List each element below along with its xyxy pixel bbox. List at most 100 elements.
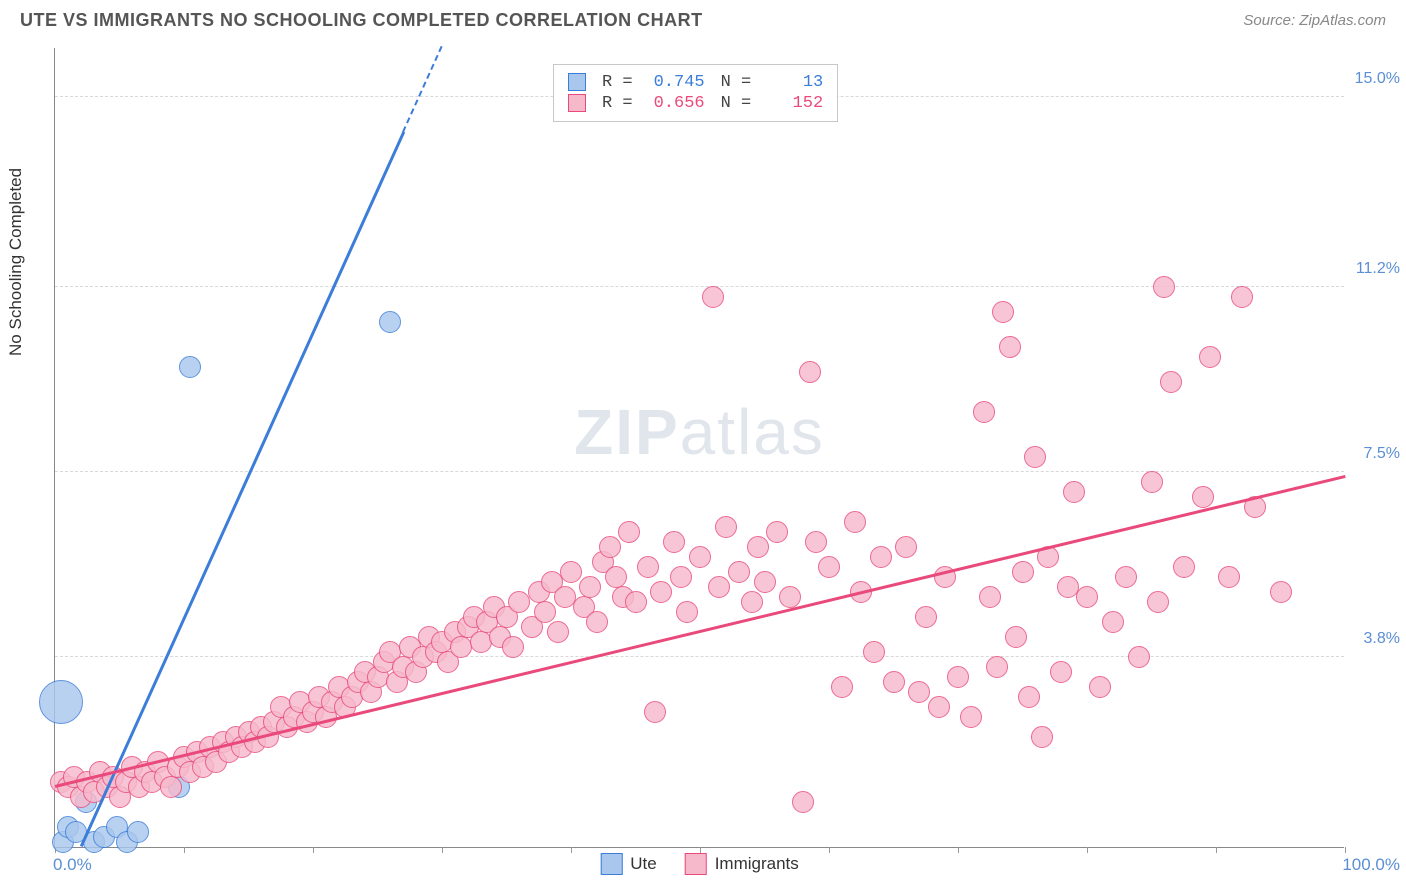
x-tick xyxy=(184,847,185,853)
data-point-immigrants xyxy=(1199,346,1221,368)
chart-title: UTE VS IMMIGRANTS NO SCHOOLING COMPLETED… xyxy=(20,10,703,31)
stat-r-value: 0.656 xyxy=(649,94,705,113)
x-tick xyxy=(313,847,314,853)
data-point-immigrants xyxy=(586,611,608,633)
data-point-immigrants xyxy=(637,556,659,578)
data-point-immigrants xyxy=(160,776,182,798)
data-point-immigrants xyxy=(625,591,647,613)
data-point-immigrants xyxy=(560,561,582,583)
data-point-immigrants xyxy=(663,531,685,553)
data-point-immigrants xyxy=(670,566,692,588)
trendline-immigrants xyxy=(55,475,1346,787)
data-point-immigrants xyxy=(741,591,763,613)
y-tick-label: 7.5% xyxy=(1364,445,1400,463)
data-point-immigrants xyxy=(1270,581,1292,603)
data-point-ute xyxy=(39,680,83,724)
data-point-ute xyxy=(127,821,149,843)
x-max-label: 100.0% xyxy=(1342,855,1400,875)
stat-n-label: N = xyxy=(721,73,752,92)
data-point-immigrants xyxy=(1089,676,1111,698)
stat-n-value: 13 xyxy=(767,73,823,92)
data-point-immigrants xyxy=(870,546,892,568)
data-point-immigrants xyxy=(1031,726,1053,748)
data-point-immigrants xyxy=(1076,586,1098,608)
x-tick xyxy=(442,847,443,853)
stat-row-ute: R = 0.745 N = 13 xyxy=(568,73,823,92)
x-tick xyxy=(1087,847,1088,853)
data-point-immigrants xyxy=(689,546,711,568)
stat-r-label: R = xyxy=(602,73,633,92)
data-point-immigrants xyxy=(650,581,672,603)
stat-n-value: 152 xyxy=(767,94,823,113)
stat-swatch xyxy=(568,73,586,91)
data-point-immigrants xyxy=(1102,611,1124,633)
data-point-immigrants xyxy=(1012,561,1034,583)
legend-label: Immigrants xyxy=(715,854,799,874)
legend: Ute Immigrants xyxy=(600,853,799,875)
data-point-immigrants xyxy=(895,536,917,558)
data-point-immigrants xyxy=(792,791,814,813)
data-point-immigrants xyxy=(1115,566,1137,588)
data-point-immigrants xyxy=(747,536,769,558)
data-point-immigrants xyxy=(999,336,1021,358)
data-point-immigrants xyxy=(979,586,1001,608)
data-point-immigrants xyxy=(728,561,750,583)
y-tick-label: 11.2% xyxy=(1356,260,1400,278)
legend-swatch xyxy=(600,853,622,875)
data-point-immigrants xyxy=(799,361,821,383)
data-point-immigrants xyxy=(1063,481,1085,503)
data-point-immigrants xyxy=(1147,591,1169,613)
x-min-label: 0.0% xyxy=(53,855,92,875)
data-point-immigrants xyxy=(1050,661,1072,683)
y-axis-label: No Schooling Completed xyxy=(6,168,26,356)
x-tick xyxy=(829,847,830,853)
data-point-immigrants xyxy=(644,701,666,723)
stat-n-label: N = xyxy=(721,94,752,113)
data-point-immigrants xyxy=(915,606,937,628)
data-point-immigrants xyxy=(676,601,698,623)
stat-swatch xyxy=(568,94,586,112)
data-point-immigrants xyxy=(1160,371,1182,393)
legend-item-ute: Ute xyxy=(600,853,656,875)
data-point-ute xyxy=(179,356,201,378)
legend-label: Ute xyxy=(630,854,656,874)
stat-r-label: R = xyxy=(602,94,633,113)
data-point-immigrants xyxy=(534,601,556,623)
data-point-immigrants xyxy=(986,656,1008,678)
legend-item-immigrants: Immigrants xyxy=(685,853,799,875)
trendline-dash-ute xyxy=(402,46,443,133)
data-point-immigrants xyxy=(844,511,866,533)
data-point-immigrants xyxy=(1024,446,1046,468)
y-tick-label: 15.0% xyxy=(1355,70,1400,88)
gridline xyxy=(55,656,1344,657)
data-point-immigrants xyxy=(1218,566,1240,588)
data-point-immigrants xyxy=(599,536,621,558)
scatter-chart: ZIPatlas 3.8%7.5%11.2%15.0%0.0%100.0%R =… xyxy=(54,48,1344,848)
legend-swatch xyxy=(685,853,707,875)
stat-row-immigrants: R = 0.656 N = 152 xyxy=(568,94,823,113)
data-point-immigrants xyxy=(779,586,801,608)
gridline xyxy=(55,286,1344,287)
correlation-stats-box: R = 0.745 N = 13 R = 0.656 N = 152 xyxy=(553,64,838,122)
data-point-immigrants xyxy=(547,621,569,643)
data-point-immigrants xyxy=(702,286,724,308)
data-point-immigrants xyxy=(1018,686,1040,708)
data-point-immigrants xyxy=(1128,646,1150,668)
data-point-immigrants xyxy=(883,671,905,693)
data-point-immigrants xyxy=(908,681,930,703)
data-point-immigrants xyxy=(992,301,1014,323)
data-point-immigrants xyxy=(928,696,950,718)
data-point-immigrants xyxy=(1141,471,1163,493)
data-point-immigrants xyxy=(805,531,827,553)
x-tick xyxy=(1345,847,1346,853)
x-tick xyxy=(1216,847,1217,853)
data-point-immigrants xyxy=(973,401,995,423)
stat-r-value: 0.745 xyxy=(649,73,705,92)
data-point-immigrants xyxy=(766,521,788,543)
x-tick xyxy=(958,847,959,853)
data-point-immigrants xyxy=(960,706,982,728)
watermark: ZIPatlas xyxy=(574,395,825,469)
data-point-immigrants xyxy=(818,556,840,578)
source-attribution: Source: ZipAtlas.com xyxy=(1243,12,1386,29)
data-point-immigrants xyxy=(708,576,730,598)
